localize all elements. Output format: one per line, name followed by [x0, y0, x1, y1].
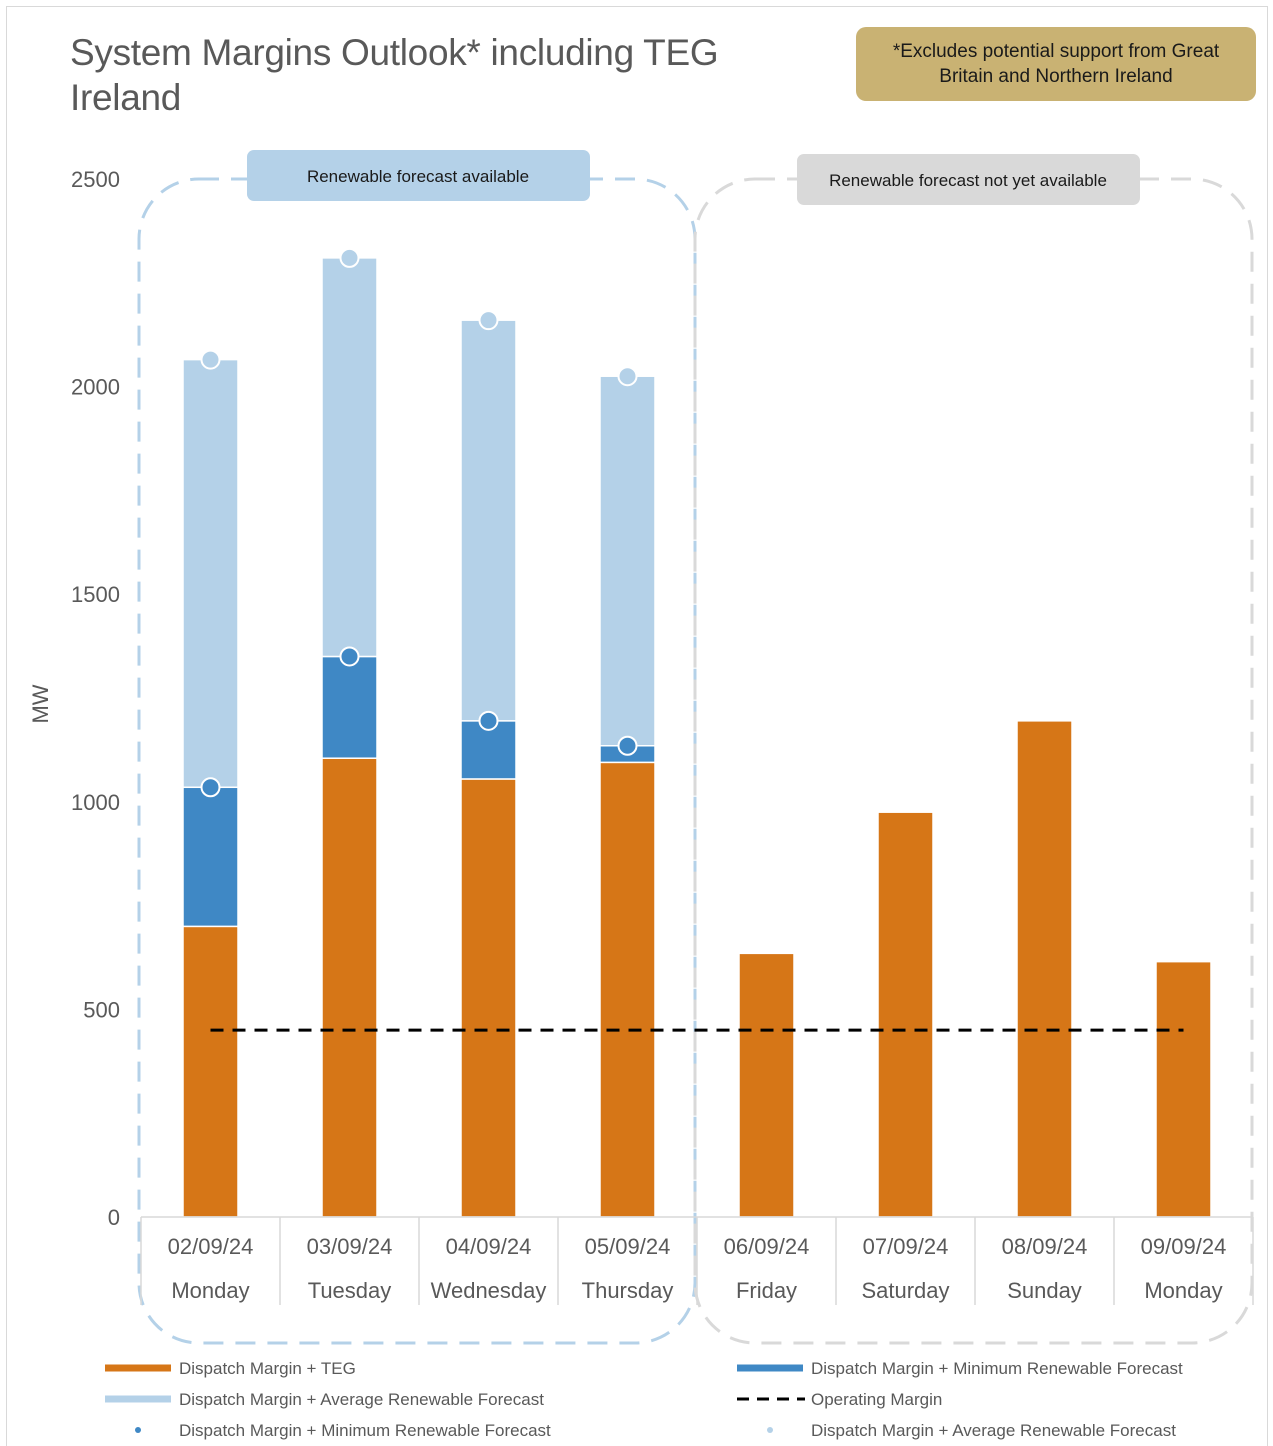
bar-min-renewable — [460, 720, 517, 780]
bar-avg-renewable — [321, 257, 378, 658]
x-tick-weekday: Monday — [171, 1278, 249, 1303]
y-axis: 0 500 1000 1500 2000 2500 — [71, 167, 120, 1230]
legend-swatch — [135, 1427, 141, 1433]
x-tick-date: 05/09/24 — [585, 1234, 671, 1259]
bars — [182, 257, 1212, 1218]
legend-label: Dispatch Margin + TEG — [179, 1359, 356, 1378]
forecast-markers — [200, 247, 638, 798]
marker-min-renewable — [617, 735, 638, 756]
chart-frame — [6, 6, 1268, 1446]
bar-min-renewable — [182, 786, 239, 928]
x-tick-date: 08/09/24 — [1002, 1234, 1088, 1259]
x-tick-weekday: Friday — [736, 1278, 797, 1303]
legend-label: Dispatch Margin + Average Renewable Fore… — [179, 1390, 544, 1409]
legend: Dispatch Margin + TEG Dispatch Margin + A… — [105, 1359, 1183, 1440]
marker-avg-renewable — [478, 310, 499, 331]
y-axis-label: MW — [28, 684, 53, 723]
unavailable-region-pill — [797, 154, 1140, 205]
y-tick-label: 1500 — [71, 582, 120, 607]
x-tick-weekday: Saturday — [861, 1278, 949, 1303]
unavailable-region-outline — [693, 177, 1254, 1345]
bar-avg-renewable — [182, 358, 239, 789]
x-tick-date: 06/09/24 — [724, 1234, 810, 1259]
x-tick-date: 02/09/24 — [168, 1234, 254, 1259]
x-tick-date: 09/09/24 — [1141, 1234, 1227, 1259]
marker-min-renewable — [339, 646, 360, 667]
x-tick-date: 04/09/24 — [446, 1234, 532, 1259]
x-tick-weekday: Monday — [1144, 1278, 1222, 1303]
legend-item: Dispatch Margin + Minimum Renewable Fore… — [135, 1421, 551, 1440]
available-region-outline — [137, 177, 697, 1345]
bar-dispatch-teg — [1155, 960, 1212, 1218]
legend-item: Dispatch Margin + Average Renewable Fore… — [767, 1421, 1176, 1440]
legend-label: Dispatch Margin + Minimum Renewable Fore… — [179, 1421, 551, 1440]
forecast-regions: Renewable forecast available Renewable f… — [137, 150, 1254, 1345]
bar-dispatch-teg — [321, 757, 378, 1218]
bar-min-renewable — [321, 655, 378, 759]
y-tick-label: 2500 — [71, 167, 120, 192]
available-region-pill — [247, 150, 590, 201]
legend-item: Operating Margin — [737, 1390, 942, 1409]
bar-dispatch-teg — [738, 952, 795, 1218]
x-tick-weekday: Sunday — [1007, 1278, 1082, 1303]
y-tick-label: 2000 — [71, 375, 120, 400]
legend-label: Dispatch Margin + Minimum Renewable Fore… — [811, 1359, 1183, 1378]
legend-item: Dispatch Margin + TEG — [105, 1359, 356, 1378]
legend-label: Operating Margin — [811, 1390, 942, 1409]
chart-title: System Margins Outlook* including TEG Ir… — [70, 32, 719, 118]
bar-dispatch-teg — [1016, 720, 1073, 1218]
y-tick-label: 500 — [83, 997, 120, 1022]
bar-dispatch-teg — [182, 925, 239, 1218]
x-tick-weekday: Wednesday — [431, 1278, 547, 1303]
y-tick-label: 0 — [108, 1205, 120, 1230]
marker-min-renewable — [200, 777, 221, 798]
legend-item: Dispatch Margin + Average Renewable Fore… — [105, 1390, 544, 1409]
marker-avg-renewable — [200, 349, 221, 370]
marker-avg-renewable — [339, 247, 360, 268]
x-tick-weekday: Thursday — [582, 1278, 674, 1303]
bar-dispatch-teg — [460, 778, 517, 1218]
available-region-label: Renewable forecast available — [307, 167, 529, 186]
bar-dispatch-teg — [877, 811, 934, 1218]
x-tick-date: 03/09/24 — [307, 1234, 393, 1259]
bar-avg-renewable — [460, 319, 517, 722]
unavailable-region-label: Renewable forecast not yet available — [829, 171, 1107, 190]
exclusion-note: *Excludes potential support from Great B… — [856, 27, 1256, 101]
y-tick-label: 1000 — [71, 790, 120, 815]
bar-avg-renewable — [599, 375, 656, 747]
x-tick-weekday: Tuesday — [308, 1278, 392, 1303]
bar-dispatch-teg — [599, 761, 656, 1218]
legend-item: Dispatch Margin + Minimum Renewable Fore… — [737, 1359, 1183, 1378]
legend-label: Dispatch Margin + Average Renewable Fore… — [811, 1421, 1176, 1440]
legend-swatch — [767, 1427, 773, 1433]
marker-min-renewable — [478, 710, 499, 731]
x-tick-date: 07/09/24 — [863, 1234, 949, 1259]
x-axis: 02/09/24 Monday 03/09/24 Tuesday 04/09/24 Wed… — [140, 1216, 1254, 1305]
marker-avg-renewable — [617, 366, 638, 387]
